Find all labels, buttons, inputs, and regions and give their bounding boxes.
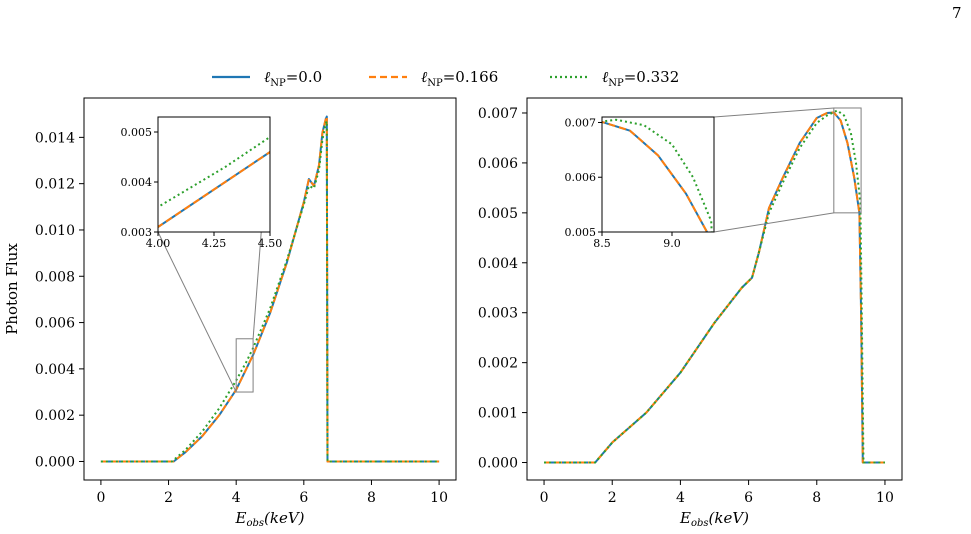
inset-x-tick-label: 8.5: [593, 237, 611, 250]
y-tick-label: 0.007: [478, 106, 518, 122]
y-tick-label: 0.000: [478, 456, 518, 472]
series-line: [158, 135, 270, 209]
x-tick-label: 2: [608, 490, 617, 506]
inset-background: [602, 117, 714, 232]
y-tick-label: 0.005: [478, 206, 518, 222]
inset-y-tick-label: 0.003: [121, 226, 153, 239]
series-line: [544, 111, 885, 464]
y-tick-label: 0.006: [35, 316, 75, 332]
y-tick-label: 0.002: [478, 356, 518, 372]
inset-x-tick-label: 4.25: [202, 237, 227, 250]
y-tick-label: 0.008: [35, 269, 75, 285]
x-tick-label: 10: [430, 490, 448, 506]
inset-x-tick-label: 9.0: [663, 237, 681, 250]
y-tick-label: 0.010: [35, 223, 75, 239]
inset-frame: [601, 116, 715, 233]
right-panel: 0 2 4 6 8 10 0.000 0.001 0.002 0.003 0.004 0.005 0.0…: [478, 97, 903, 529]
series-line: [602, 120, 709, 232]
legend-entry: ℓNP=0.166: [369, 68, 498, 89]
series-line: [544, 109, 885, 464]
x-tick-label: 0: [540, 490, 549, 506]
legend-label: ℓNP=0.0: [264, 68, 322, 89]
inset-y-tick-label: 0.004: [121, 176, 153, 189]
inset-x-tick-label: 4.00: [146, 237, 171, 250]
axes-frame: [526, 97, 903, 481]
x-tick-label: 8: [812, 490, 821, 506]
x-tick-label: 10: [876, 490, 894, 506]
zoom-connector: [157, 231, 237, 393]
x-tick-label: 0: [96, 490, 105, 506]
legend-label: ℓNP=0.166: [421, 68, 498, 89]
inset-y-tick-label: 0.006: [565, 171, 597, 184]
x-tick-label: 6: [744, 490, 753, 506]
series-line: [100, 120, 440, 463]
y-tick-label: 0.006: [478, 156, 518, 172]
legend: ℓNP=0.0 ℓNP=0.166 ℓNP=0.332: [212, 68, 679, 89]
series-line: [158, 150, 270, 229]
inset-y-tick-label: 0.007: [565, 116, 597, 129]
x-tick-label: 6: [299, 490, 308, 506]
x-tick-label: 2: [164, 490, 173, 506]
legend-label: ℓNP=0.332: [602, 68, 679, 89]
x-tick-label: 4: [676, 490, 685, 506]
legend-entry: ℓNP=0.332: [550, 68, 679, 89]
axes-frame: [83, 97, 457, 481]
y-tick-label: 0.004: [35, 362, 75, 378]
x-tick-label: 4: [232, 490, 241, 506]
y-tick-label: 0.004: [478, 256, 518, 272]
y-axis-label: Photon Flux: [3, 243, 21, 335]
y-tick-label: 0.012: [35, 177, 75, 193]
y-tick-label: 0.014: [35, 130, 75, 146]
legend-entry: ℓNP=0.0: [212, 68, 322, 89]
y-tick-label: 0.003: [478, 306, 518, 322]
inset-x-tick-label: 4.50: [258, 237, 283, 250]
page-number: 7: [952, 4, 962, 22]
zoom-rect: [235, 338, 254, 393]
x-axis-label: Eobs(keV): [234, 509, 304, 529]
zoom-connector: [713, 212, 834, 233]
inset-y-tick-label: 0.005: [565, 226, 597, 239]
x-tick-label: 8: [367, 490, 376, 506]
series-line: [602, 118, 713, 232]
y-tick-label: 0.001: [478, 406, 518, 422]
zoom-rect: [833, 107, 862, 214]
zoom-connector: [713, 107, 834, 118]
series-line: [158, 150, 270, 229]
inset-y-tick-label: 0.005: [121, 126, 153, 139]
y-tick-label: 0.002: [35, 408, 75, 424]
y-tick-label: 0.000: [35, 454, 75, 470]
x-axis-label: Eobs(keV): [679, 509, 749, 529]
